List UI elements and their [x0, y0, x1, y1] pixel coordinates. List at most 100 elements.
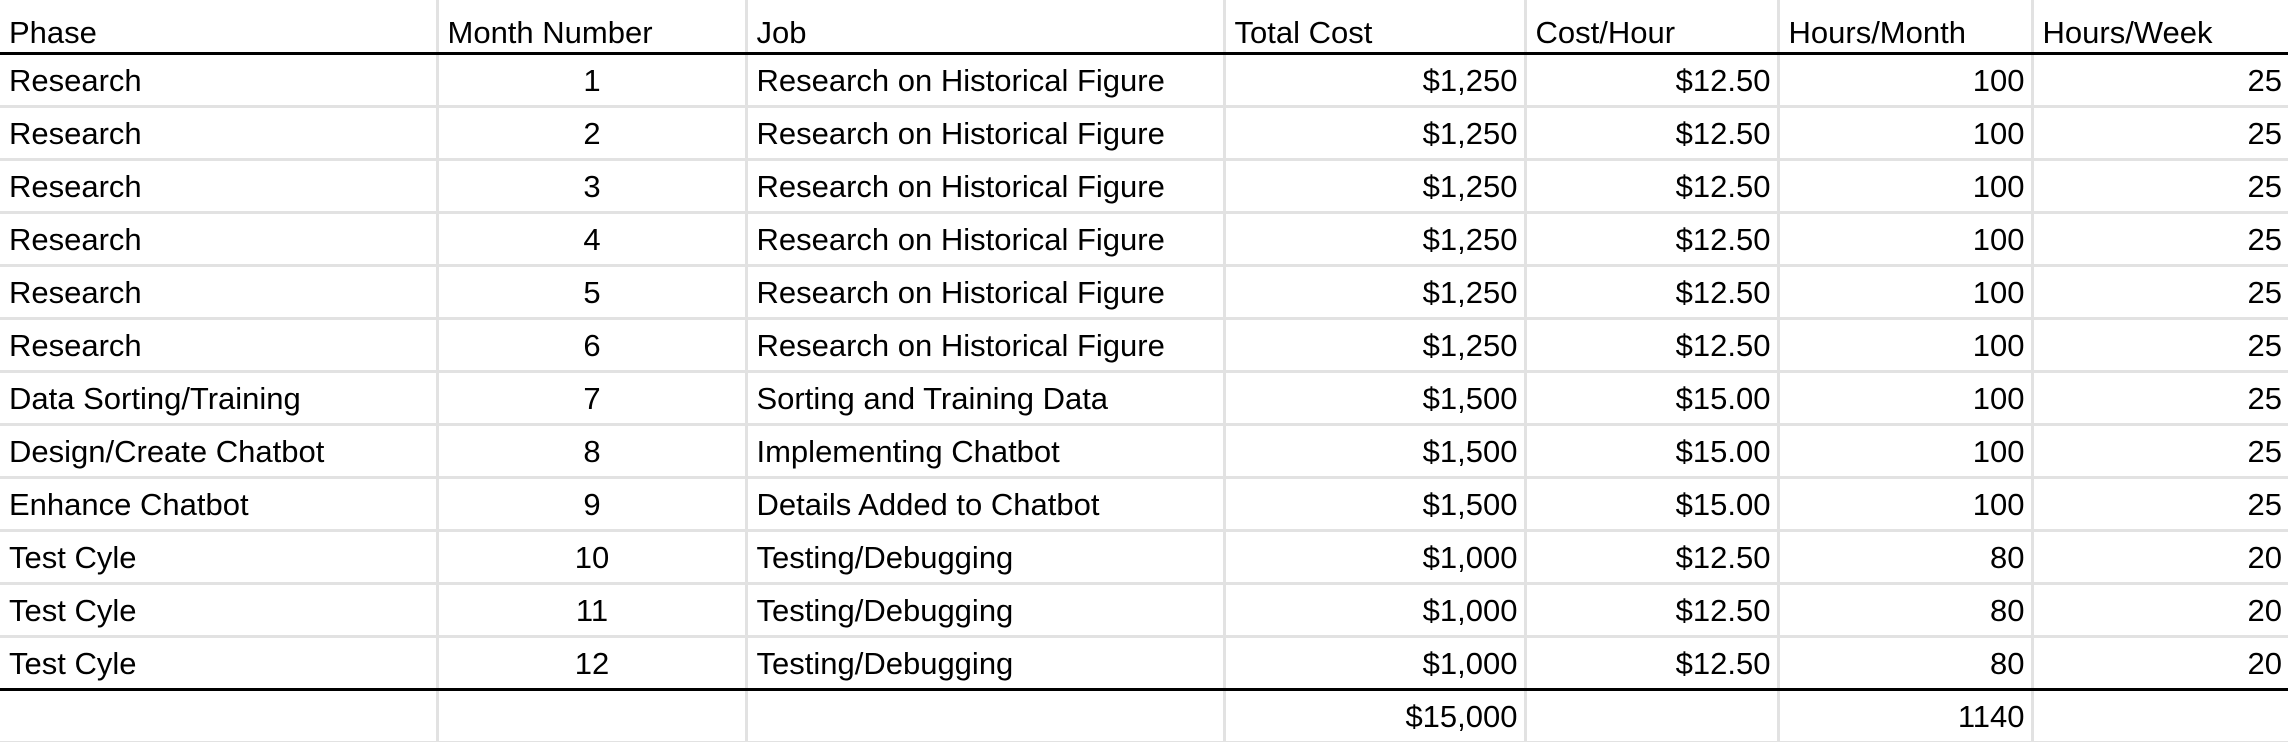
cell-total-cost[interactable]: $1,250 [1222, 159, 1525, 214]
cell-hours-per-week[interactable]: 20 [2030, 530, 2288, 585]
cell-phase[interactable]: Research [0, 212, 437, 267]
total-cell-month-number[interactable] [435, 689, 746, 742]
cell-cost-per-hour[interactable]: $12.50 [1523, 265, 1778, 320]
cell-phase[interactable]: Test Cyle [0, 530, 437, 585]
cell-phase[interactable]: Test Cyle [0, 583, 437, 638]
cell-cost-per-hour[interactable]: $12.50 [1523, 159, 1778, 214]
total-cell-cost-per-hour[interactable] [1523, 689, 1778, 742]
cell-hours-per-week[interactable]: 25 [2030, 477, 2288, 532]
cell-total-cost[interactable]: $1,000 [1222, 530, 1525, 585]
cell-total-cost[interactable]: $1,000 [1222, 636, 1525, 691]
header-month-number[interactable]: Month Number [435, 0, 746, 55]
table-row: Research 3 Research on Historical Figure… [0, 159, 2288, 214]
header-total-cost[interactable]: Total Cost [1222, 0, 1525, 55]
cell-total-cost[interactable]: $1,500 [1222, 371, 1525, 426]
cell-job[interactable]: Research on Historical Figure [744, 106, 1224, 161]
cell-cost-per-hour[interactable]: $12.50 [1523, 106, 1778, 161]
cell-phase[interactable]: Enhance Chatbot [0, 477, 437, 532]
cell-hours-per-month[interactable]: 100 [1776, 318, 2032, 373]
cell-hours-per-month[interactable]: 100 [1776, 265, 2032, 320]
cell-hours-per-week[interactable]: 25 [2030, 371, 2288, 426]
cell-cost-per-hour[interactable]: $12.50 [1523, 530, 1778, 585]
cell-hours-per-month[interactable]: 80 [1776, 636, 2032, 691]
cell-hours-per-week[interactable]: 25 [2030, 424, 2288, 479]
cell-total-cost[interactable]: $1,500 [1222, 424, 1525, 479]
cell-month-number[interactable]: 1 [435, 53, 746, 108]
cell-hours-per-week[interactable]: 25 [2030, 159, 2288, 214]
cell-hours-per-month[interactable]: 80 [1776, 583, 2032, 638]
cell-job[interactable]: Research on Historical Figure [744, 53, 1224, 108]
cell-month-number[interactable]: 7 [435, 371, 746, 426]
cell-hours-per-month[interactable]: 100 [1776, 424, 2032, 479]
cell-hours-per-week[interactable]: 25 [2030, 318, 2288, 373]
cell-hours-per-month[interactable]: 100 [1776, 106, 2032, 161]
cell-month-number[interactable]: 12 [435, 636, 746, 691]
cell-job[interactable]: Implementing Chatbot [744, 424, 1224, 479]
cell-hours-per-month[interactable]: 100 [1776, 53, 2032, 108]
cell-phase[interactable]: Data Sorting/Training [0, 371, 437, 426]
cell-total-cost[interactable]: $1,000 [1222, 583, 1525, 638]
header-cost-per-hour[interactable]: Cost/Hour [1523, 0, 1778, 55]
cell-month-number[interactable]: 11 [435, 583, 746, 638]
cell-month-number[interactable]: 4 [435, 212, 746, 267]
cell-job[interactable]: Research on Historical Figure [744, 318, 1224, 373]
cell-hours-per-week[interactable]: 20 [2030, 636, 2288, 691]
cell-cost-per-hour[interactable]: $12.50 [1523, 636, 1778, 691]
cell-month-number[interactable]: 9 [435, 477, 746, 532]
cell-phase[interactable]: Research [0, 106, 437, 161]
header-job[interactable]: Job [744, 0, 1224, 55]
header-hours-per-week[interactable]: Hours/Week [2030, 0, 2288, 55]
cell-hours-per-month[interactable]: 80 [1776, 530, 2032, 585]
cell-hours-per-week[interactable]: 25 [2030, 265, 2288, 320]
cell-month-number[interactable]: 6 [435, 318, 746, 373]
cell-hours-per-week[interactable]: 20 [2030, 583, 2288, 638]
cell-cost-per-hour[interactable]: $12.50 [1523, 583, 1778, 638]
cell-hours-per-week[interactable]: 25 [2030, 212, 2288, 267]
cell-phase[interactable]: Research [0, 318, 437, 373]
cell-job[interactable]: Testing/Debugging [744, 530, 1224, 585]
cell-cost-per-hour[interactable]: $15.00 [1523, 424, 1778, 479]
cell-phase[interactable]: Design/Create Chatbot [0, 424, 437, 479]
cell-job[interactable]: Details Added to Chatbot [744, 477, 1224, 532]
cell-month-number[interactable]: 3 [435, 159, 746, 214]
cell-cost-per-hour[interactable]: $12.50 [1523, 212, 1778, 267]
cell-job[interactable]: Research on Historical Figure [744, 212, 1224, 267]
total-cell-job[interactable] [744, 689, 1224, 742]
cell-month-number[interactable]: 2 [435, 106, 746, 161]
cell-hours-per-week[interactable]: 25 [2030, 106, 2288, 161]
cell-job[interactable]: Testing/Debugging [744, 583, 1224, 638]
cell-phase[interactable]: Research [0, 265, 437, 320]
cell-job[interactable]: Testing/Debugging [744, 636, 1224, 691]
cell-phase[interactable]: Test Cyle [0, 636, 437, 691]
cell-cost-per-hour[interactable]: $12.50 [1523, 318, 1778, 373]
cell-hours-per-week[interactable]: 25 [2030, 53, 2288, 108]
cell-total-cost[interactable]: $1,250 [1222, 53, 1525, 108]
cell-hours-per-month[interactable]: 100 [1776, 477, 2032, 532]
total-cell-phase[interactable] [0, 689, 437, 742]
cell-month-number[interactable]: 10 [435, 530, 746, 585]
cell-total-cost[interactable]: $1,250 [1222, 265, 1525, 320]
cell-total-cost[interactable]: $1,250 [1222, 212, 1525, 267]
total-cell-hours-per-week[interactable] [2030, 689, 2288, 742]
cell-cost-per-hour[interactable]: $12.50 [1523, 53, 1778, 108]
header-row: Phase Month Number Job Total Cost Cost/H… [0, 0, 2288, 55]
cell-phase[interactable]: Research [0, 159, 437, 214]
cell-total-cost[interactable]: $1,250 [1222, 106, 1525, 161]
cell-phase[interactable]: Research [0, 53, 437, 108]
total-cost-sum[interactable]: $15,000 [1222, 689, 1525, 742]
header-phase[interactable]: Phase [0, 0, 437, 55]
cell-cost-per-hour[interactable]: $15.00 [1523, 477, 1778, 532]
cell-hours-per-month[interactable]: 100 [1776, 159, 2032, 214]
total-hours-per-month-sum[interactable]: 1140 [1776, 689, 2032, 742]
cell-job[interactable]: Research on Historical Figure [744, 159, 1224, 214]
cell-cost-per-hour[interactable]: $15.00 [1523, 371, 1778, 426]
cell-hours-per-month[interactable]: 100 [1776, 212, 2032, 267]
cell-total-cost[interactable]: $1,500 [1222, 477, 1525, 532]
cell-job[interactable]: Sorting and Training Data [744, 371, 1224, 426]
cell-total-cost[interactable]: $1,250 [1222, 318, 1525, 373]
cell-job[interactable]: Research on Historical Figure [744, 265, 1224, 320]
cell-hours-per-month[interactable]: 100 [1776, 371, 2032, 426]
cell-month-number[interactable]: 8 [435, 424, 746, 479]
header-hours-per-month[interactable]: Hours/Month [1776, 0, 2032, 55]
cell-month-number[interactable]: 5 [435, 265, 746, 320]
